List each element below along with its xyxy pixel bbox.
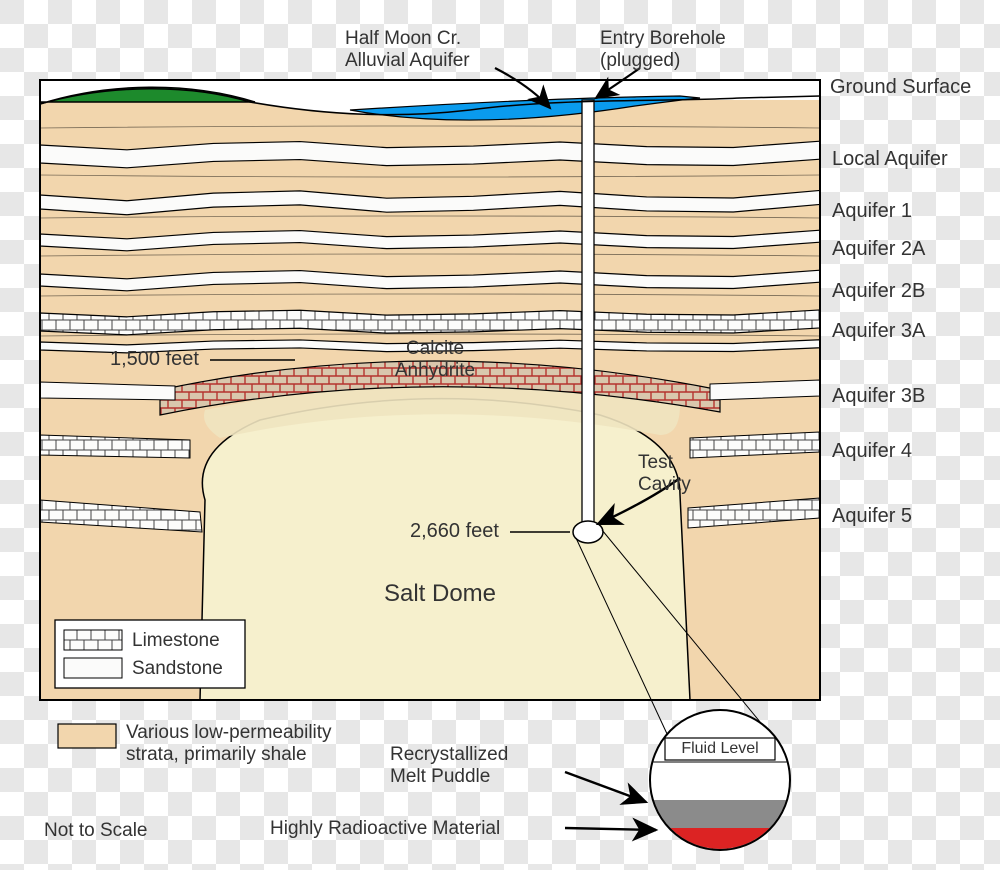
label-anhydrite: Anhydrite [395, 360, 475, 382]
label-legend-shale: Various low-permeabilitystrata, primaril… [126, 722, 332, 766]
label-aquifer-3a: Aquifer 3A [832, 320, 925, 343]
label-aquifer-4: Aquifer 4 [832, 440, 912, 463]
legend-shale-swatch [58, 724, 116, 748]
label-1500: 1,500 feet [110, 348, 199, 371]
label-scale: Not to Scale [44, 820, 148, 842]
label-alluvial: Half Moon Cr.Alluvial Aquifer [345, 28, 470, 72]
label-legend-lime: Limestone [132, 630, 220, 652]
label-test-cavity: TestCavity [638, 452, 691, 496]
label-aquifer-2a: Aquifer 2A [832, 238, 925, 261]
label-borehole: Entry Borehole(plugged) [600, 28, 726, 72]
label-local-aquifer: Local Aquifer [832, 148, 948, 171]
label-aquifer-2b: Aquifer 2B [832, 280, 925, 303]
label-salt-dome: Salt Dome [384, 580, 496, 608]
borehole [582, 100, 594, 530]
label-aquifer-1: Aquifer 1 [832, 200, 912, 223]
label-legend-sand: Sandstone [132, 658, 223, 680]
label-fluid: Fluid Level [681, 740, 758, 758]
label-2660: 2,660 feet [410, 520, 499, 543]
label-calcite: Calcite [406, 338, 464, 360]
label-aquifer-5: Aquifer 5 [832, 505, 912, 528]
label-aquifer-3b: Aquifer 3B [832, 385, 925, 408]
label-ground: Ground Surface [830, 76, 971, 99]
label-radioactive: Highly Radioactive Material [270, 818, 500, 840]
salt-dome [200, 399, 690, 700]
label-recryst: RecrystallizedMelt Puddle [390, 744, 508, 788]
